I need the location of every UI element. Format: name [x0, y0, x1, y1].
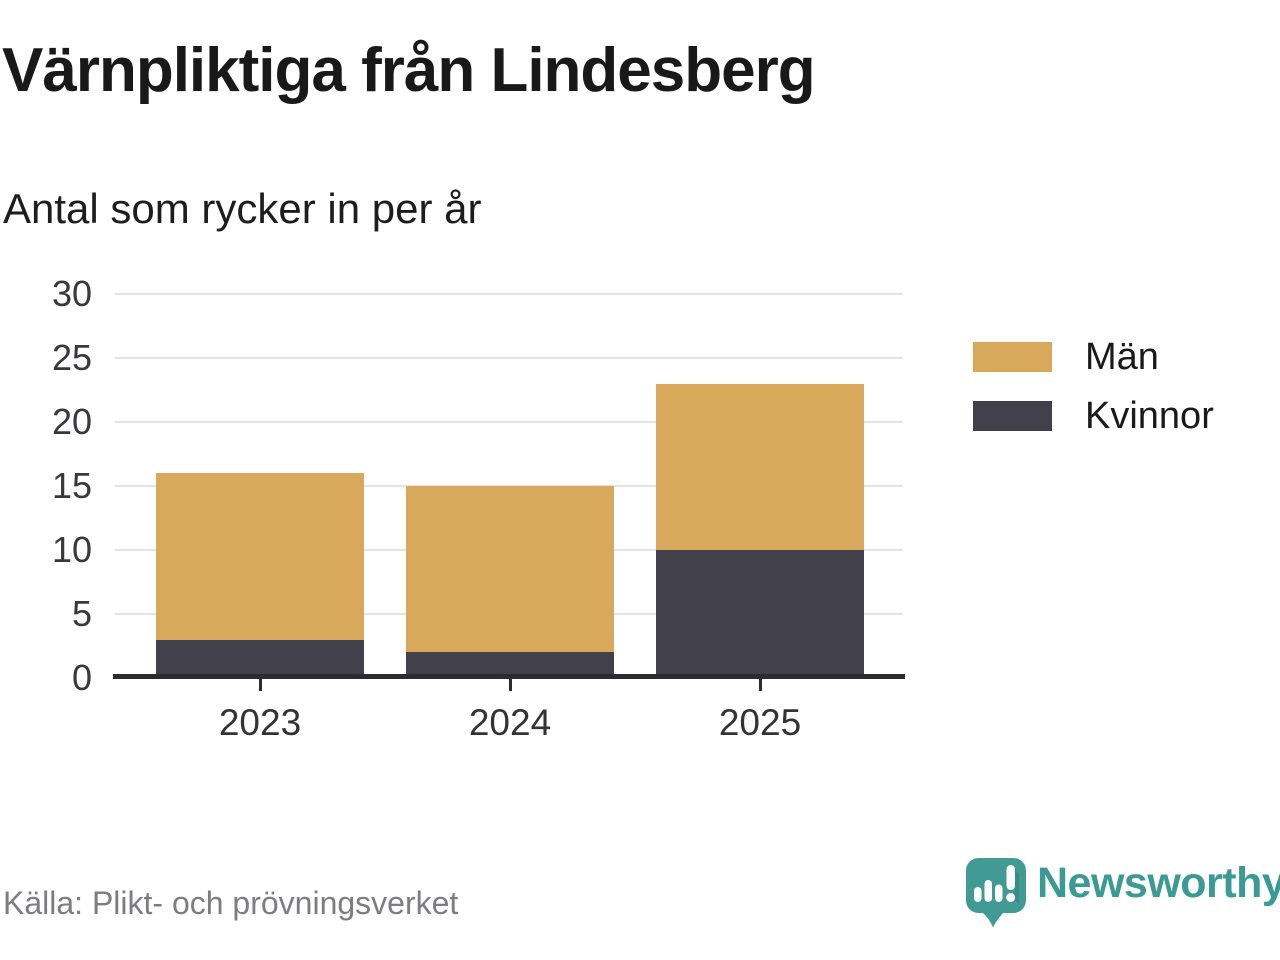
gridline [115, 293, 903, 295]
y-axis-tick-label: 10 [51, 529, 92, 570]
bar-segment-kvinnor-2025 [656, 550, 864, 678]
y-axis-tick-label: 0 [71, 657, 92, 698]
bar-segment-män-2025 [656, 383, 864, 550]
chart-subtitle: Antal som rycker in per år [3, 185, 482, 232]
legend-swatch-kvinnor [973, 401, 1052, 431]
y-axis-tick-label: 20 [51, 401, 92, 442]
source-text: Källa: Plikt- och prövningsverket [3, 885, 459, 921]
x-axis-tick-label: 2023 [218, 702, 302, 743]
brand-name: Newsworthy [1037, 859, 1280, 907]
newsworthy-logo-icon [963, 856, 1029, 937]
y-axis-tick-label: 5 [71, 593, 92, 634]
x-axis-tick-mark [508, 679, 512, 691]
legend-item-män: Män [973, 338, 1159, 376]
legend-label: Män [1085, 336, 1159, 378]
legend-swatch-män [973, 342, 1052, 372]
x-axis-tick-mark [258, 679, 262, 691]
bar-segment-kvinnor-2023 [156, 639, 364, 678]
x-axis-tick-label: 2024 [468, 702, 552, 743]
x-axis-tick-mark [758, 679, 762, 691]
page-title: Värnpliktiga från Lindesberg [2, 36, 816, 105]
bar-segment-män-2023 [156, 473, 364, 640]
legend-item-kvinnor: Kvinnor [973, 397, 1214, 435]
y-axis-tick-label: 25 [51, 337, 92, 378]
y-axis-tick-label: 30 [51, 273, 92, 314]
legend-label: Kvinnor [1085, 395, 1214, 437]
brand-logo: Newsworthy [963, 856, 1280, 932]
x-axis-tick-label: 2025 [718, 702, 802, 743]
bar-segment-män-2024 [406, 486, 614, 653]
bar-segment-kvinnor-2024 [406, 652, 614, 678]
y-axis-tick-label: 15 [51, 465, 92, 506]
x-axis-line [113, 674, 905, 679]
gridline [115, 357, 903, 359]
gridline [115, 421, 903, 423]
